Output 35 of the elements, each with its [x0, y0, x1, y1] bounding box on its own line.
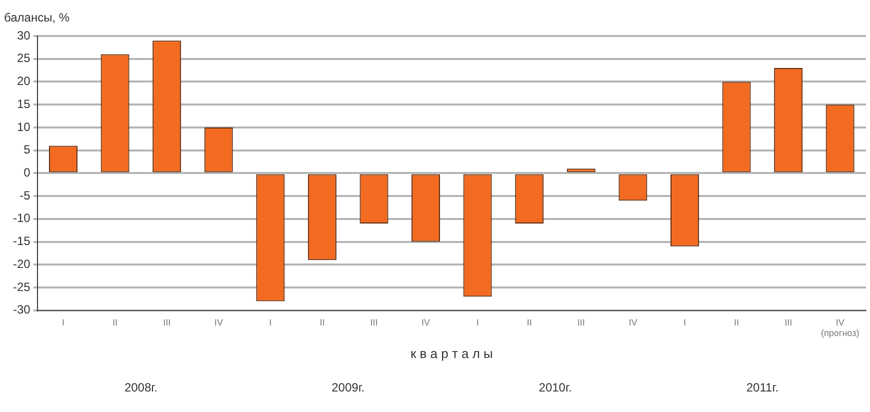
y-tick-label: 5 [24, 142, 31, 157]
x-tick-label: IV [422, 317, 430, 328]
x-tick-label: II [112, 317, 118, 328]
x-tick-label: IV [628, 317, 638, 328]
y-tick-label: 30 [16, 28, 31, 42]
text: 2011г. [746, 380, 778, 395]
y-tick-label: 0 [24, 166, 31, 180]
x-tick-label: II [734, 317, 740, 328]
y-tick-label: -20 [13, 256, 31, 271]
text: 2010г. [538, 380, 572, 395]
x-axis-title: к в а р т а л ы [410, 346, 493, 361]
y-tick-label: 20 [16, 74, 31, 88]
x-tick-label: III [784, 317, 792, 328]
y-tick-label: 15 [16, 96, 31, 111]
x-tick-label: III [577, 317, 585, 328]
y-tick-label: 10 [16, 120, 31, 134]
text: 2008г. [124, 380, 158, 395]
y-tick-label: -25 [13, 280, 31, 294]
x-tick-label: I [62, 317, 64, 328]
x-tick-label: III [163, 317, 171, 328]
y-tick-label: -10 [13, 211, 31, 226]
y-tick-label: -30 [13, 302, 31, 317]
x-tick-label: I [269, 317, 272, 328]
text: 2009г. [332, 380, 365, 395]
x-tick-label: IV [214, 317, 223, 328]
x-tick-label: I [476, 317, 479, 328]
y-tick-label: -15 [13, 234, 31, 248]
y-tick-label: 25 [16, 51, 31, 66]
x-tick-label: IV (прогноз) [821, 317, 860, 338]
y-axis-title: балансы, % [4, 10, 70, 24]
x-tick-label: III [370, 317, 378, 328]
y-tick-label: -5 [20, 188, 31, 202]
x-tick-label: II [526, 317, 532, 328]
x-tick-label: I [683, 317, 686, 328]
x-tick-label: II [320, 317, 325, 328]
